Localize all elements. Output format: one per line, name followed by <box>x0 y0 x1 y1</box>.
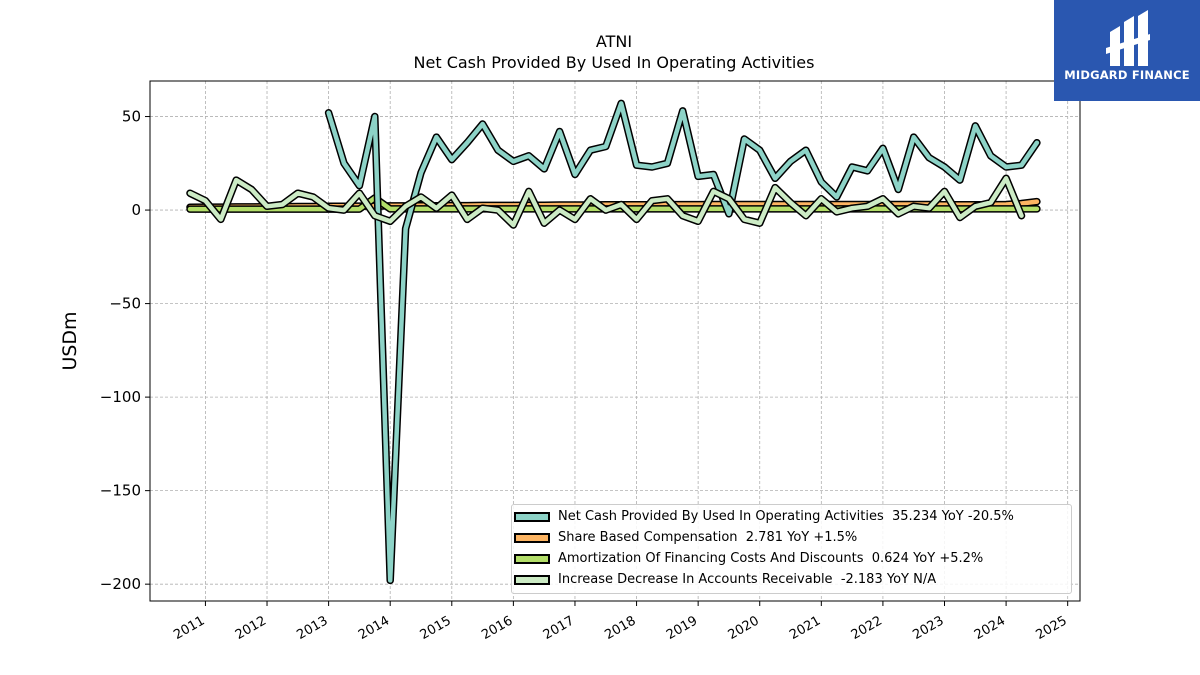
legend-item-receivable: Increase Decrease In Accounts Receivable… <box>512 570 1071 590</box>
legend-swatch-receivable <box>514 575 550 585</box>
x-tick-label: 2016 <box>479 613 515 643</box>
brand-logo: MIDGARD FINANCE <box>1054 0 1200 101</box>
y-tick-label: 50 <box>122 108 141 126</box>
series-line <box>326 101 1040 583</box>
y-tick-label: −200 <box>100 575 141 593</box>
legend-label-amortization: Amortization Of Financing Costs And Disc… <box>558 551 984 566</box>
series-lines <box>186 99 1041 585</box>
legend-label-share-based: Share Based Compensation 2.781 YoY +1.5% <box>558 530 858 545</box>
legend-swatch-net-cash <box>514 512 550 522</box>
chart-title: ATNI <box>596 32 632 51</box>
x-tick-label: 2011 <box>171 613 207 643</box>
x-tick-label: 2014 <box>356 613 392 643</box>
x-tick-label: 2020 <box>726 613 762 643</box>
chart-subtitle: Net Cash Provided By Used In Operating A… <box>414 53 815 72</box>
x-tick-label: 2018 <box>602 613 638 643</box>
y-tick-label: −100 <box>100 388 141 406</box>
x-tick-label: 2015 <box>418 613 454 643</box>
x-tick-label: 2012 <box>233 613 269 643</box>
y-tick-label: −150 <box>100 482 141 500</box>
x-tick-label: 2021 <box>787 613 823 643</box>
midgard-logo-icon <box>1106 10 1150 66</box>
y-tick-label: 0 <box>131 201 141 219</box>
x-tick-label: 2017 <box>541 613 577 643</box>
logo-text: MIDGARD FINANCE <box>1064 68 1190 82</box>
x-tick-label: 2022 <box>849 613 885 643</box>
legend-swatch-share-based <box>514 533 550 543</box>
plot-frame <box>149 80 1081 602</box>
y-tick-label: −50 <box>109 295 141 313</box>
legend-item-share-based: Share Based Compensation 2.781 YoY +1.5% <box>512 528 1071 548</box>
legend-item-net-cash: Net Cash Provided By Used In Operating A… <box>512 507 1071 527</box>
series-line <box>187 176 1024 228</box>
legend-label-net-cash: Net Cash Provided By Used In Operating A… <box>558 509 1014 524</box>
x-tick-label: 2025 <box>1034 613 1070 643</box>
x-tick-label: 2023 <box>910 613 946 643</box>
legend-label-receivable: Increase Decrease In Accounts Receivable… <box>558 572 937 587</box>
x-tick-label: 2013 <box>294 613 330 643</box>
chart-legend: Net Cash Provided By Used In Operating A… <box>511 504 1072 594</box>
y-axis-label: USDm <box>59 311 81 370</box>
x-tick-label: 2024 <box>972 613 1008 643</box>
x-tick-label: 2019 <box>664 613 700 643</box>
legend-swatch-amortization <box>514 554 550 564</box>
legend-item-amortization: Amortization Of Financing Costs And Disc… <box>512 549 1071 569</box>
